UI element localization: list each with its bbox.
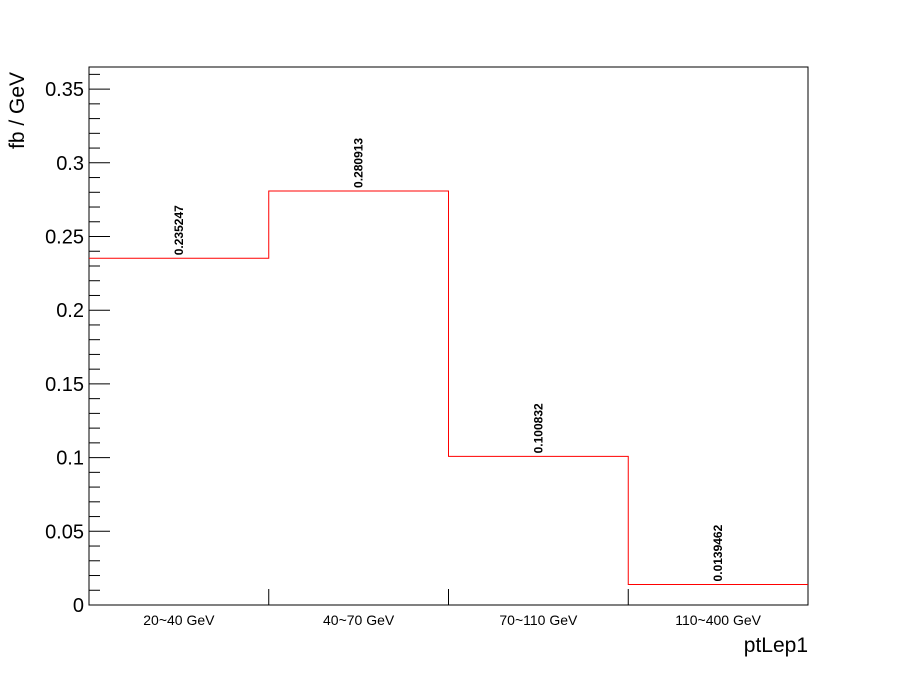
y-tick-label: 0.15 bbox=[45, 374, 84, 396]
x-axis-title: ptLep1 bbox=[744, 634, 808, 657]
x-category-label: 20~40 GeV bbox=[143, 612, 215, 628]
y-tick-label: 0.3 bbox=[56, 153, 84, 175]
bar-value-label: 0.235247 bbox=[172, 205, 186, 255]
y-tick-label: 0.05 bbox=[45, 521, 84, 543]
y-axis-tick-labels: 0 0.05 0.1 0.15 0.2 0.25 0.3 0.35 bbox=[45, 79, 84, 617]
bar-value-label: 0.0139462 bbox=[711, 524, 725, 581]
y-tick-label: 0.2 bbox=[56, 300, 84, 322]
y-axis-ticks bbox=[89, 73, 110, 606]
y-tick-label: 0 bbox=[73, 595, 84, 617]
x-axis-ticks bbox=[268, 589, 629, 605]
bar-value-labels: 0.235247 0.280913 0.100832 0.0139462 bbox=[172, 138, 725, 582]
x-category-label: 110~400 GeV bbox=[675, 612, 761, 628]
bar-value-label: 0.280913 bbox=[352, 138, 366, 188]
x-category-label: 70~110 GeV bbox=[499, 612, 578, 628]
x-category-label: 40~70 GeV bbox=[323, 612, 395, 628]
y-axis-title: fb / GeV bbox=[6, 72, 29, 149]
x-axis-category-labels: 20~40 GeV 40~70 GeV 70~110 GeV 110~400 GeV bbox=[143, 612, 761, 628]
y-tick-label: 0.1 bbox=[56, 448, 84, 470]
y-tick-label: 0.25 bbox=[45, 227, 84, 249]
bar-value-label: 0.100832 bbox=[531, 403, 545, 453]
histogram-series-line bbox=[89, 190, 808, 585]
y-tick-label: 0.35 bbox=[45, 79, 84, 101]
